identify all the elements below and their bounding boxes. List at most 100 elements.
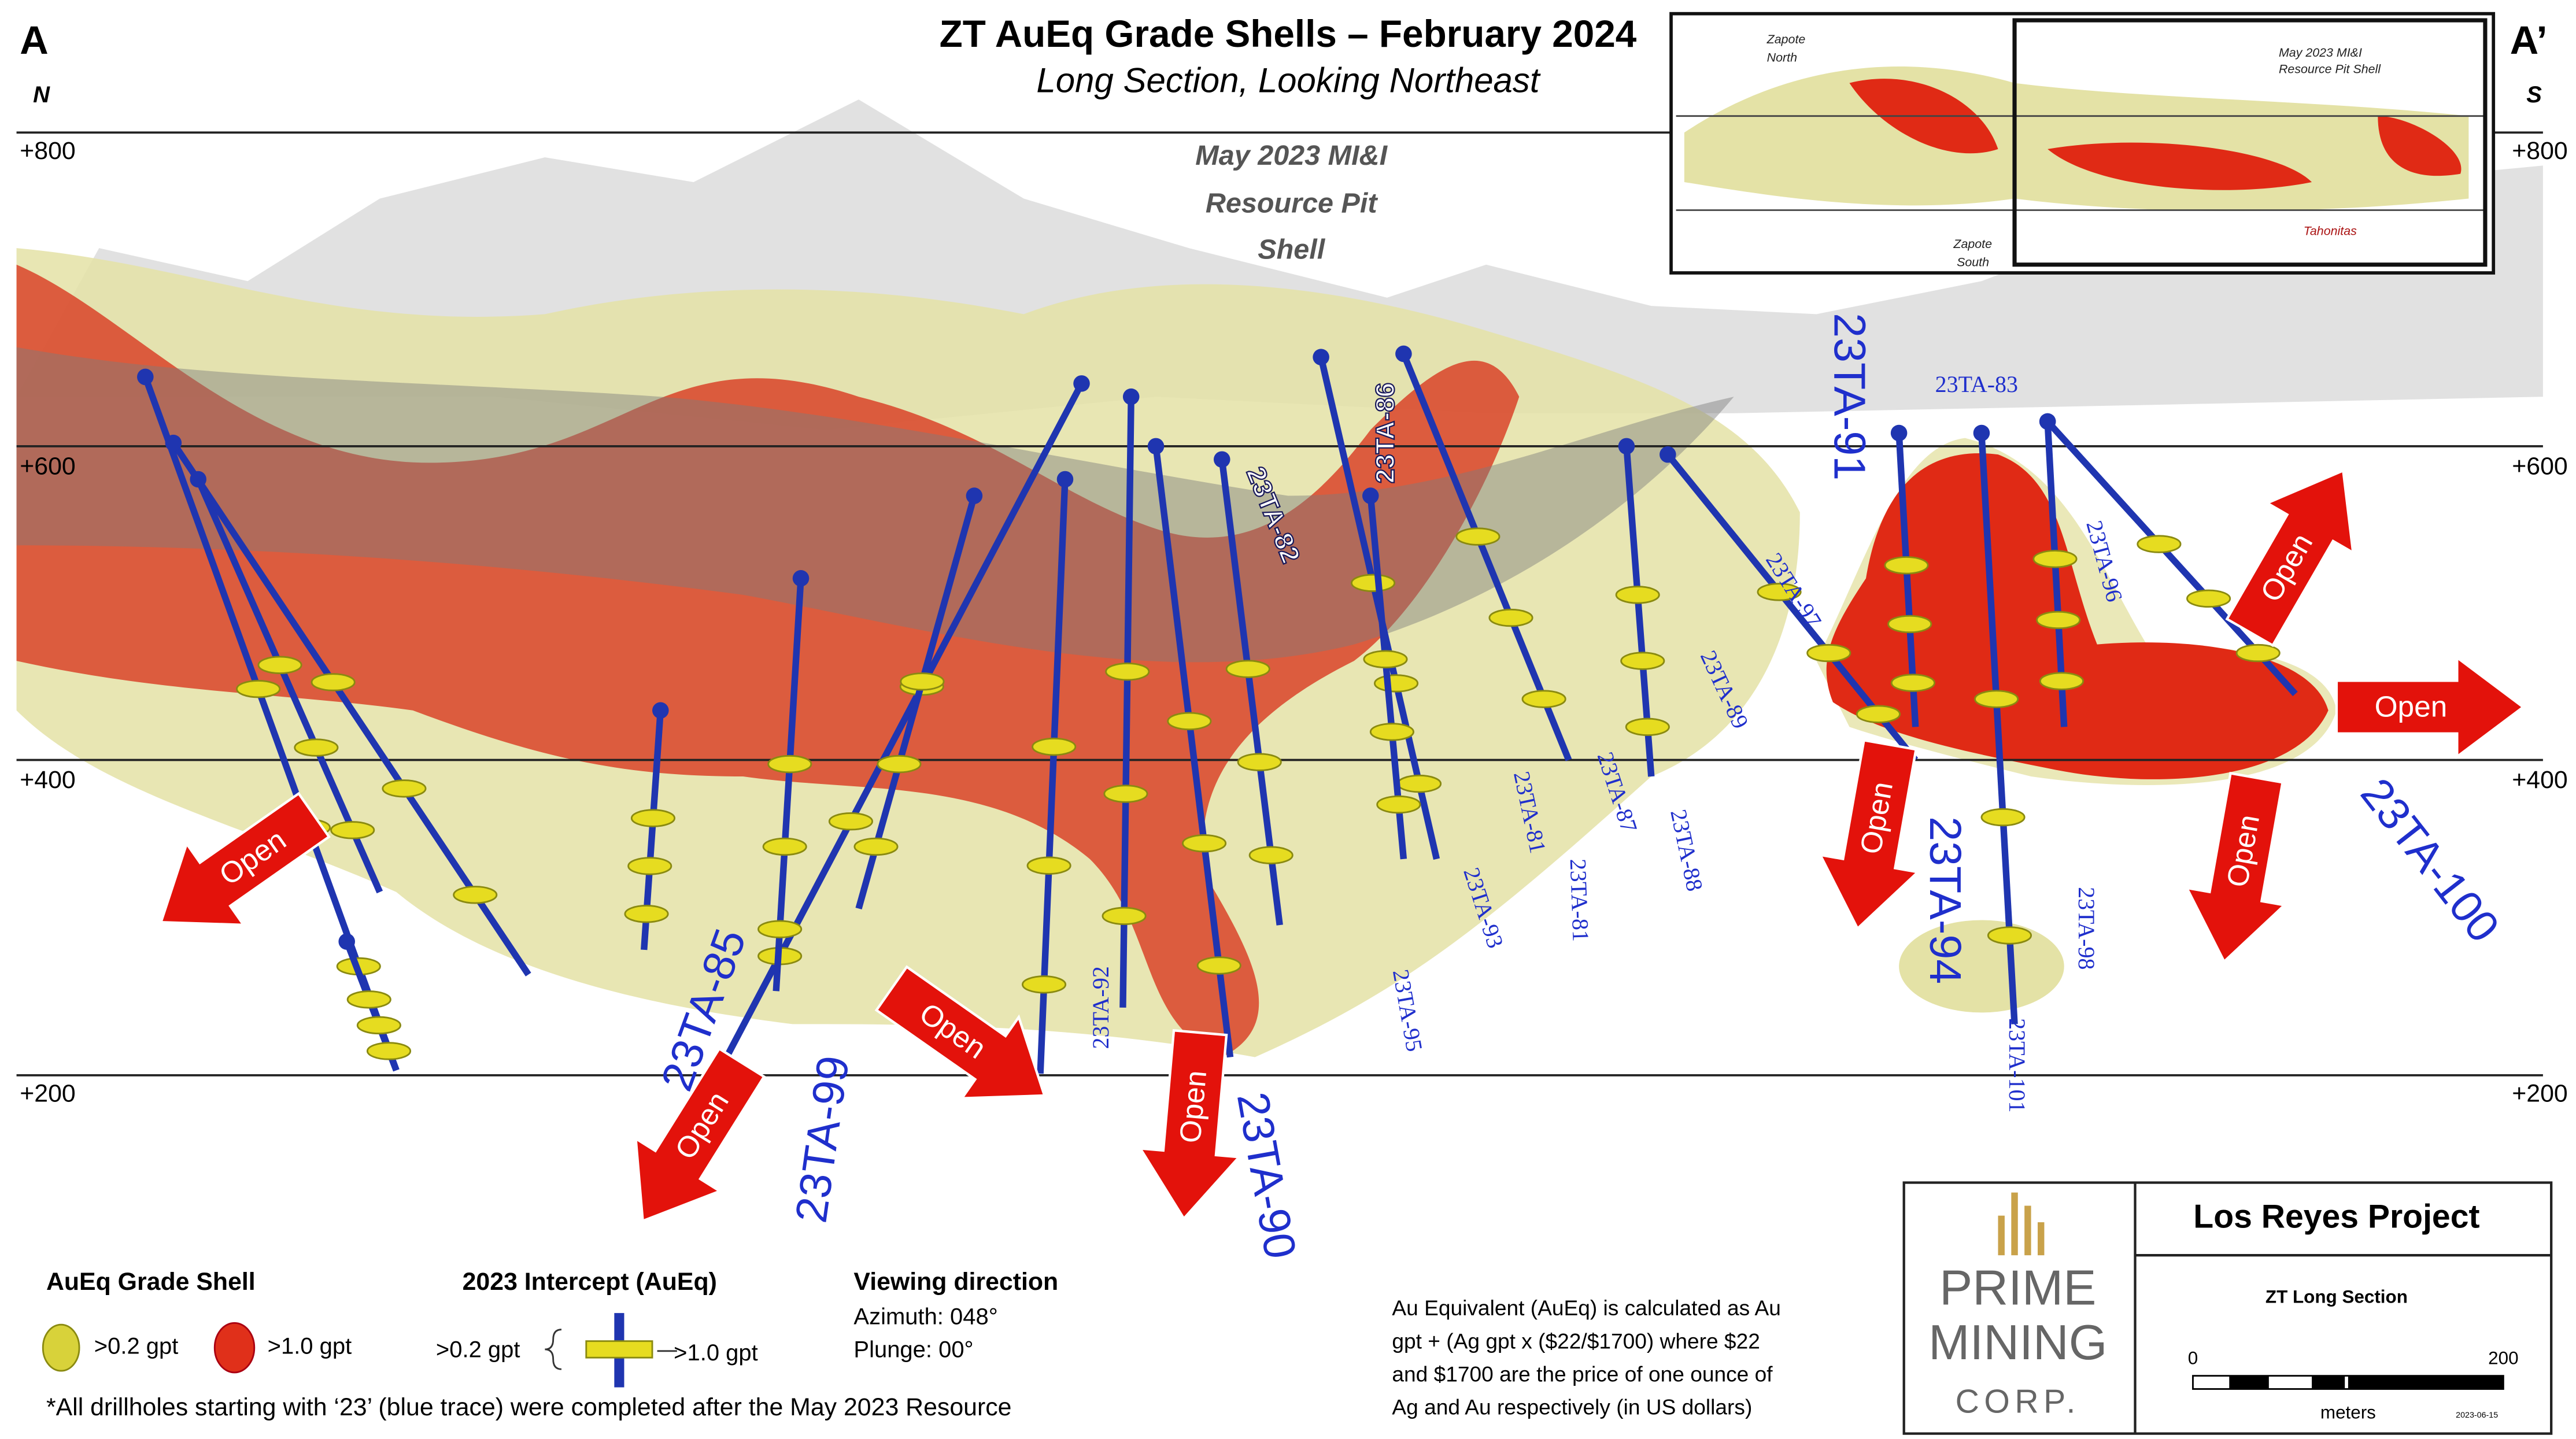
arrow-shape bbox=[874, 965, 1047, 1100]
intercept bbox=[1615, 586, 1660, 604]
collar bbox=[1073, 375, 1090, 392]
intercept bbox=[762, 837, 807, 856]
intercept bbox=[1022, 975, 1067, 994]
inset-label: Zapote bbox=[1953, 237, 1992, 251]
elevation-label: +400 bbox=[2512, 766, 2567, 794]
intercept bbox=[2186, 589, 2231, 608]
arrow-shape bbox=[2225, 468, 2355, 648]
inset-high bbox=[1849, 79, 2462, 190]
title: ZT AuEq Grade Shells – February 2024 bbox=[940, 13, 1637, 55]
intercept bbox=[630, 809, 676, 827]
intercept bbox=[1856, 705, 1901, 723]
collar bbox=[165, 434, 182, 452]
drill-trace bbox=[171, 441, 531, 976]
scale-bar bbox=[2312, 1375, 2345, 1389]
collar bbox=[1973, 424, 1990, 442]
pit-shell bbox=[16, 347, 1734, 663]
title-block: PRIME MINING CORP. Los Reyes Project ZT … bbox=[1902, 1181, 2553, 1435]
legend-swatch bbox=[42, 1323, 80, 1372]
intercept bbox=[1757, 583, 1802, 601]
scale-unit: meters bbox=[2320, 1403, 2376, 1423]
date: 2023-06-15 bbox=[2456, 1411, 2498, 1420]
collar bbox=[792, 570, 810, 587]
legend-label: >0.2 gpt bbox=[436, 1337, 520, 1362]
intercept bbox=[1625, 717, 1670, 737]
collar bbox=[2039, 413, 2056, 430]
sheet-name: ZT Long Section bbox=[2265, 1287, 2408, 1307]
legend-label: Plunge: 00° bbox=[853, 1337, 973, 1362]
scale-bar bbox=[2229, 1375, 2269, 1389]
drillhole-label: 23TA-81 bbox=[1565, 859, 1594, 942]
collar bbox=[1313, 349, 1329, 365]
drill-trace bbox=[1978, 432, 2018, 1024]
elevation-label: +200 bbox=[20, 1080, 75, 1108]
arrow-shape bbox=[634, 1046, 766, 1223]
collar bbox=[966, 487, 983, 504]
intercept bbox=[877, 754, 922, 774]
arrow-shape bbox=[1137, 1029, 1242, 1221]
inset-label: Zapote bbox=[1766, 32, 1806, 46]
open-label: Open bbox=[2375, 690, 2448, 723]
open-arrow: Open bbox=[1137, 1029, 1242, 1221]
section-end: A’ bbox=[2510, 18, 2548, 62]
intercept bbox=[1455, 527, 1500, 546]
drill-trace bbox=[1037, 479, 1069, 1074]
direction: S bbox=[2526, 82, 2542, 108]
drill-trace bbox=[1152, 446, 1234, 1058]
legend-title: Viewing direction bbox=[853, 1268, 1058, 1296]
intercept bbox=[453, 886, 498, 904]
intercept bbox=[311, 673, 356, 691]
collar bbox=[190, 471, 206, 488]
intercept bbox=[1884, 556, 1929, 575]
legend-label: >0.2 gpt bbox=[94, 1334, 179, 1359]
intercept bbox=[2137, 535, 2182, 553]
intercept bbox=[1363, 650, 1408, 668]
elevation-label: +200 bbox=[2512, 1080, 2567, 1108]
intercept bbox=[1974, 690, 2019, 708]
legend-intercept bbox=[585, 1340, 653, 1359]
drillhole-label: 23TA-88 bbox=[1665, 807, 1708, 894]
intercept bbox=[1026, 856, 1071, 875]
intercept bbox=[1248, 846, 1293, 864]
legend-brace bbox=[545, 1329, 562, 1370]
logo-mark bbox=[1998, 1192, 2045, 1256]
intercept bbox=[294, 738, 339, 757]
collar bbox=[1362, 487, 1379, 504]
legend-label: Azimuth: 048° bbox=[853, 1304, 997, 1329]
collar bbox=[1660, 446, 1676, 463]
intercept bbox=[2036, 611, 2081, 630]
intercept bbox=[900, 672, 945, 691]
logo-text: PRIME bbox=[1939, 1260, 2096, 1316]
intercept bbox=[236, 679, 281, 698]
intercept bbox=[1980, 808, 2026, 827]
subtitle: Long Section, Looking Northeast bbox=[1036, 61, 1540, 99]
drillhole-label: 23TA-99 bbox=[786, 1053, 859, 1226]
collar bbox=[1395, 345, 1412, 362]
elevation-label: +600 bbox=[20, 452, 75, 480]
collar bbox=[1213, 451, 1230, 468]
intercept bbox=[1620, 652, 1665, 670]
intercept bbox=[366, 1042, 412, 1060]
open-arrow: Open bbox=[2335, 655, 2526, 760]
intercept bbox=[1196, 956, 1241, 975]
intercept bbox=[1521, 690, 1566, 708]
intercept bbox=[356, 1016, 401, 1035]
elevation-label: +600 bbox=[2512, 452, 2567, 480]
drill-traces bbox=[137, 345, 2298, 1074]
intercept bbox=[1376, 795, 1421, 814]
intercept bbox=[346, 990, 391, 1009]
intercept bbox=[382, 779, 427, 798]
intercept bbox=[1488, 608, 1533, 627]
logo-bar bbox=[2024, 1205, 2031, 1256]
intercept bbox=[1105, 662, 1150, 681]
open-arrow: Open bbox=[2185, 771, 2287, 964]
inset-box bbox=[2012, 18, 2488, 267]
section-graphics bbox=[16, 99, 2543, 1057]
collar bbox=[1147, 438, 1165, 455]
logo-text: MINING bbox=[1928, 1315, 2107, 1370]
legend: AuEq Grade Shell >0.2 gpt >1.0 gpt 2023 … bbox=[42, 1268, 1781, 1421]
drillhole-label: 23TA-91 bbox=[1824, 313, 1874, 480]
drillhole-label: 23TA-95 bbox=[1388, 967, 1428, 1053]
intercept bbox=[624, 905, 669, 923]
elevation-label: +400 bbox=[20, 766, 75, 794]
